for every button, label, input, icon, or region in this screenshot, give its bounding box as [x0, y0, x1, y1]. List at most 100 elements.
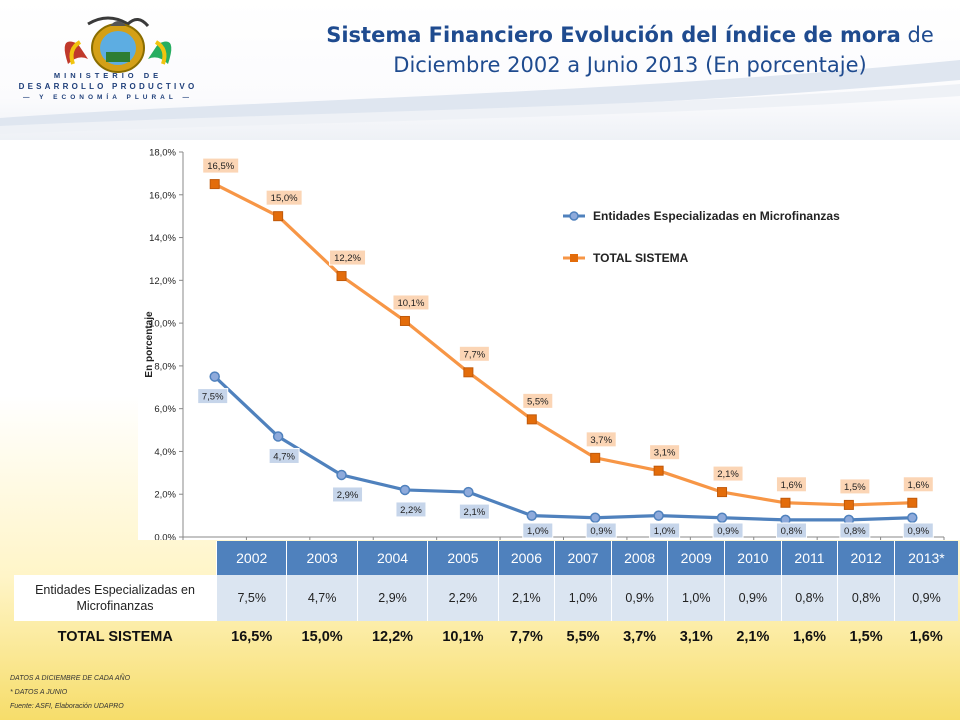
source-note: Fuente: ASFI, Elaboración UDAPRO [10, 703, 124, 710]
data-point [653, 510, 664, 521]
y-tick-label: 8,0% [154, 361, 176, 372]
table-cell: 16,5% [231, 629, 273, 645]
data-label: 3,7% [590, 435, 612, 446]
table-cell: 0,9% [724, 575, 782, 621]
table-cell: 1,6% [909, 629, 943, 645]
table-cell: 7,5% [215, 575, 287, 621]
y-tick-label: 12,0% [149, 276, 176, 287]
data-label: 5,5% [527, 396, 549, 407]
data-label: 1,6% [907, 480, 929, 491]
y-tick-label: 18,0% [149, 148, 176, 159]
data-label: 15,0% [271, 193, 298, 204]
table-cell: 7,7% [509, 629, 543, 645]
data-label-box [268, 447, 300, 464]
header-banner: MINISTERIO DE DESARROLLO PRODUCTIVO — Y … [0, 0, 960, 140]
table-cell: 10,1% [442, 629, 484, 645]
table-cell: 1,5% [849, 629, 883, 645]
data-label-box [265, 189, 303, 206]
table-cell: 15,0% [301, 629, 343, 645]
legend-marker [569, 211, 579, 221]
table-header-row: 2002 2003 2004 2005 2006 2007 2008 2009 … [14, 541, 958, 575]
data-label-box [712, 465, 744, 482]
coat-of-arms-logo [64, 16, 172, 73]
data-point [589, 512, 601, 523]
data-point [526, 414, 537, 425]
data-point [526, 510, 538, 521]
data-label-box [902, 476, 934, 493]
table-cell: 12,2% [371, 629, 414, 645]
data-label-box [649, 522, 681, 539]
title-bold: Sistema Financiero Evolución del índice … [326, 23, 901, 47]
year-header: 2004 [356, 541, 428, 575]
data-label: 2,1% [717, 469, 739, 480]
series-line [213, 375, 913, 522]
footnote-2: * DATOS A JUNIO [10, 689, 68, 696]
data-label-box [395, 501, 427, 518]
data-label: 1,5% [844, 482, 866, 493]
data-point [336, 469, 347, 481]
data-label-box [775, 476, 807, 493]
year-header: 2008 [610, 541, 668, 575]
table-row-total-sistema: TOTAL SISTEMA 16,5% 15,0% 12,2% 10,1% 7,… [14, 621, 958, 653]
y-tick-label: 6,0% [154, 404, 176, 415]
table-cell: 2,2% [427, 575, 499, 621]
data-label-box [458, 345, 490, 362]
data-label-box [522, 522, 554, 539]
data-point [717, 487, 728, 498]
year-header: 2009 [667, 541, 725, 575]
page-title: Sistema Financiero Evolución del índice … [320, 20, 940, 80]
data-label-box [197, 388, 229, 405]
data-label-box [458, 503, 490, 520]
y-tick-label: 4,0% [154, 447, 176, 458]
table-cell: 1,0% [554, 575, 612, 621]
legend-marker [570, 254, 578, 262]
data-label: 0,9% [717, 526, 739, 537]
data-point [273, 211, 284, 222]
table-corner [14, 541, 217, 575]
data-point [653, 465, 664, 476]
table-cell: 0,8% [780, 575, 838, 621]
data-label-box [902, 522, 934, 539]
data-point [209, 371, 220, 382]
data-point [716, 512, 728, 523]
data-label-box [392, 294, 430, 311]
data-label: 12,2% [334, 253, 361, 264]
y-tick-label: 14,0% [149, 233, 176, 244]
data-table: 2002 2003 2004 2005 2006 2007 2008 2009 … [14, 541, 958, 653]
data-label: 16,5% [207, 161, 234, 172]
data-label-box [712, 522, 744, 539]
year-header: 2006 [497, 541, 555, 575]
data-label-box [329, 249, 367, 266]
ministry-line-1: MINISTERIO DE [53, 71, 163, 80]
ministry-line-3-text: Y ECONOMÍA PLURAL [39, 94, 177, 101]
data-label: 1,6% [781, 480, 803, 491]
data-label: 7,7% [464, 349, 486, 360]
chart-area: 0,0% 2,0% 4,0% 6,0% 8,0% 10,0% 12,0% 14,0% 16,0%… [138, 140, 960, 540]
table-cell: 0,8% [837, 575, 895, 621]
data-label: 1,0% [527, 526, 549, 537]
ministry-name: MINISTERIO DE DESARROLLO PRODUCTIVO — Y … [18, 70, 198, 103]
title-rest: de [900, 23, 934, 47]
table-cell: 2,1% [497, 575, 555, 621]
data-label: 3,1% [654, 448, 676, 459]
y-tick-label: 2,0% [154, 490, 176, 501]
data-point [907, 512, 918, 523]
table-cell: 0,9% [893, 575, 958, 621]
year-header: 2010 [724, 541, 782, 575]
header-wave-decoration [0, 60, 960, 134]
table-cell: 2,1% [736, 629, 770, 645]
year-header: 2003 [286, 541, 358, 575]
row-label: TOTAL SISTEMA [57, 629, 173, 645]
data-point [463, 367, 474, 378]
data-point [336, 271, 347, 282]
line-chart: 0,0% 2,0% 4,0% 6,0% 8,0% 10,0% 12,0% 14,0% 16,0%… [144, 148, 945, 540]
footnote-1: DATOS A DICIEMBRE DE CADA AÑO [10, 675, 131, 682]
data-label-box [332, 486, 364, 503]
data-label: 4,7% [273, 451, 295, 462]
data-label-box [202, 157, 240, 174]
table-cell: 2,9% [356, 575, 428, 621]
legend-label: TOTAL SISTEMA [593, 251, 689, 265]
data-label-box [585, 522, 617, 539]
ministry-line-3: — Y ECONOMÍA PLURAL — [22, 94, 194, 101]
data-label: 10,1% [397, 298, 424, 309]
